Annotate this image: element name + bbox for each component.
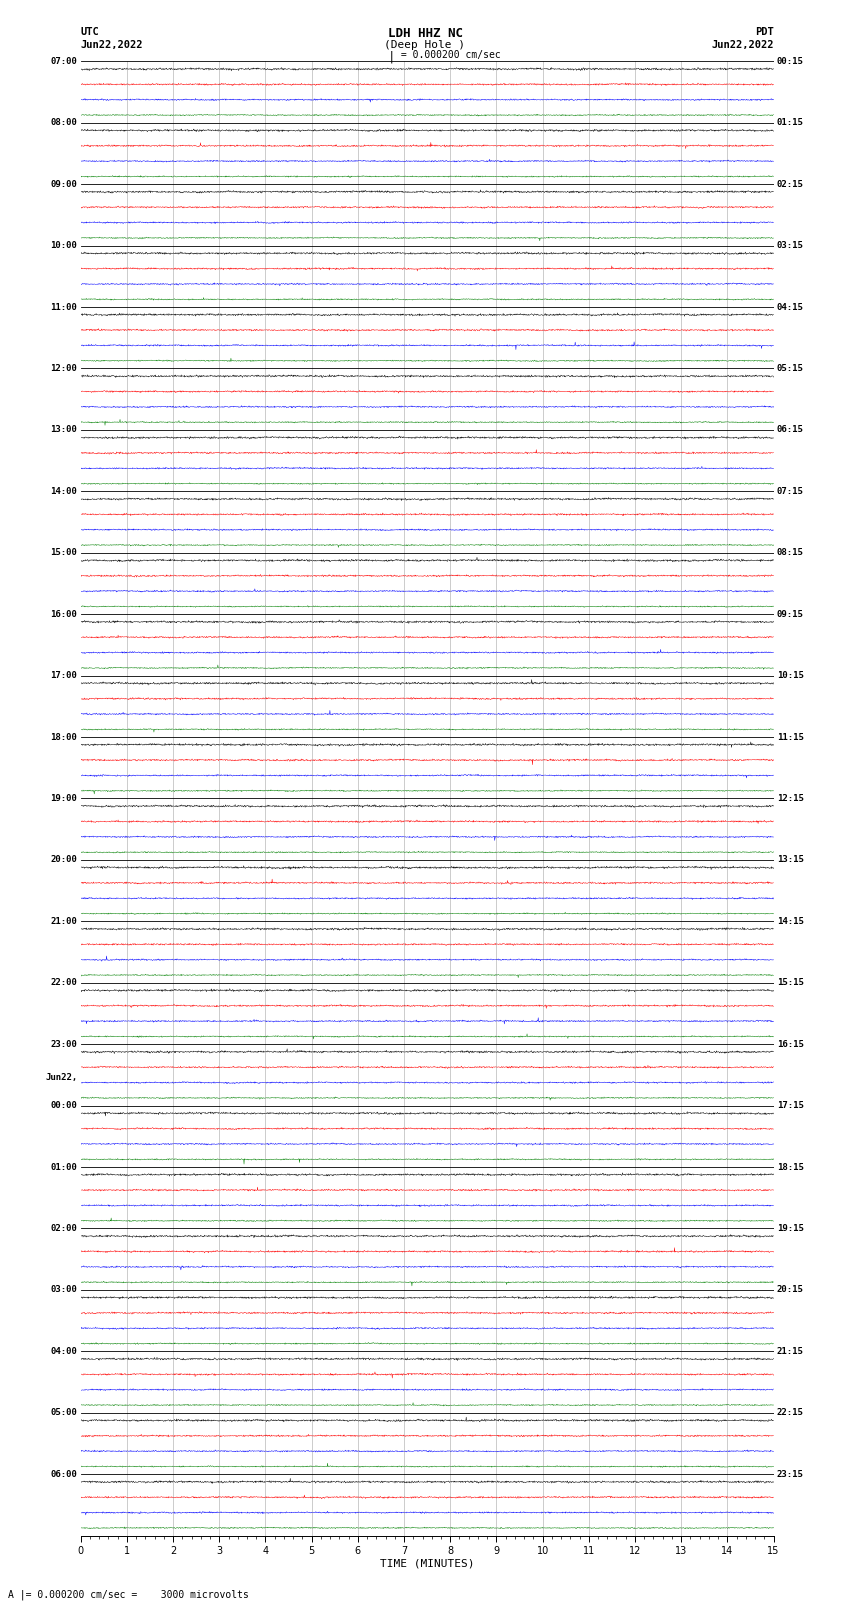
Text: UTC: UTC [81,26,99,37]
Text: 08:00: 08:00 [50,118,77,127]
Text: Jun22,: Jun22, [45,1073,77,1082]
Text: 16:00: 16:00 [50,610,77,619]
Text: 14:00: 14:00 [50,487,77,495]
Text: 05:00: 05:00 [50,1408,77,1418]
Text: 13:00: 13:00 [50,426,77,434]
Text: 21:00: 21:00 [50,916,77,926]
Text: |: | [388,50,395,63]
Text: = 0.000200 cm/sec: = 0.000200 cm/sec [395,50,501,60]
Text: 10:15: 10:15 [777,671,804,681]
Text: 01:00: 01:00 [50,1163,77,1171]
Text: 09:15: 09:15 [777,610,804,619]
Text: 03:00: 03:00 [50,1286,77,1294]
Text: 07:15: 07:15 [777,487,804,495]
Text: 18:15: 18:15 [777,1163,804,1171]
Text: 13:15: 13:15 [777,855,804,865]
Text: 19:00: 19:00 [50,794,77,803]
Text: 01:15: 01:15 [777,118,804,127]
Text: 00:00: 00:00 [50,1102,77,1110]
Text: 10:00: 10:00 [50,240,77,250]
Text: 11:15: 11:15 [777,732,804,742]
Text: 20:00: 20:00 [50,855,77,865]
Text: Jun22,2022: Jun22,2022 [81,39,144,50]
Text: 22:15: 22:15 [777,1408,804,1418]
Text: 14:15: 14:15 [777,916,804,926]
Text: 15:15: 15:15 [777,977,804,987]
X-axis label: TIME (MINUTES): TIME (MINUTES) [380,1558,474,1569]
Text: Jun22,2022: Jun22,2022 [711,39,774,50]
Text: 20:15: 20:15 [777,1286,804,1294]
Text: 03:15: 03:15 [777,240,804,250]
Text: 19:15: 19:15 [777,1224,804,1232]
Text: 17:15: 17:15 [777,1102,804,1110]
Text: LDH HHZ NC: LDH HHZ NC [388,26,462,40]
Text: 22:00: 22:00 [50,977,77,987]
Text: 08:15: 08:15 [777,548,804,556]
Text: 06:15: 06:15 [777,426,804,434]
Text: 09:00: 09:00 [50,179,77,189]
Text: 04:15: 04:15 [777,303,804,311]
Text: PDT: PDT [755,26,774,37]
Text: 15:00: 15:00 [50,548,77,556]
Text: 04:00: 04:00 [50,1347,77,1357]
Text: 11:00: 11:00 [50,303,77,311]
Text: 02:15: 02:15 [777,179,804,189]
Text: (Deep Hole ): (Deep Hole ) [384,39,466,50]
Text: 16:15: 16:15 [777,1040,804,1048]
Text: 12:00: 12:00 [50,365,77,373]
Text: 06:00: 06:00 [50,1469,77,1479]
Text: 23:00: 23:00 [50,1040,77,1048]
Text: 07:00: 07:00 [50,56,77,66]
Text: 02:00: 02:00 [50,1224,77,1232]
Text: 21:15: 21:15 [777,1347,804,1357]
Text: 05:15: 05:15 [777,365,804,373]
Text: 12:15: 12:15 [777,794,804,803]
Text: 18:00: 18:00 [50,732,77,742]
Text: A |= 0.000200 cm/sec =    3000 microvolts: A |= 0.000200 cm/sec = 3000 microvolts [8,1589,249,1600]
Text: 00:15: 00:15 [777,56,804,66]
Text: 17:00: 17:00 [50,671,77,681]
Text: 23:15: 23:15 [777,1469,804,1479]
